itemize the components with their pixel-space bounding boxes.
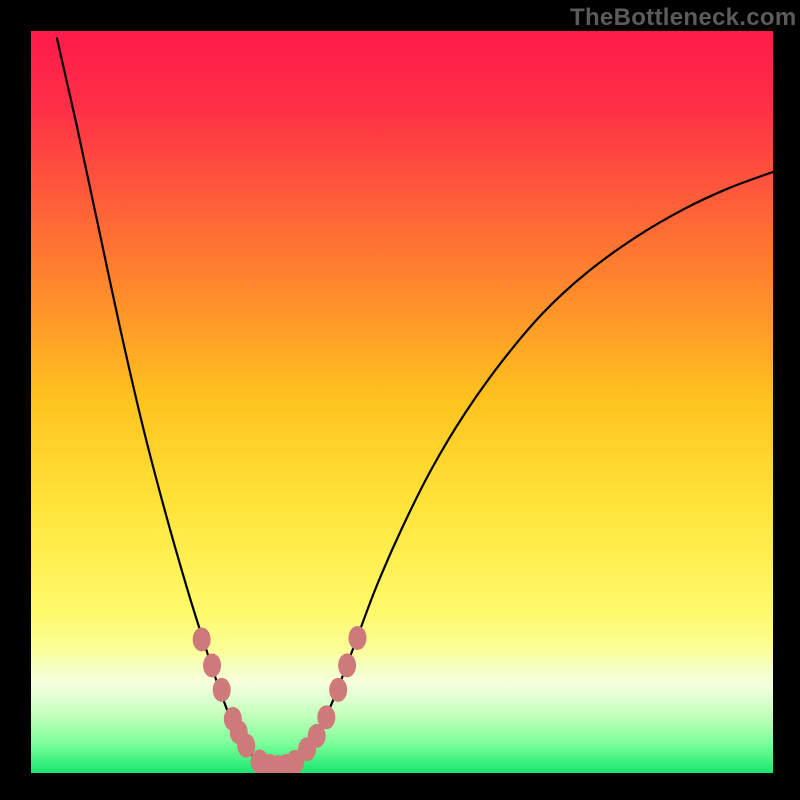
marker-dot [317,705,335,729]
marker-dot [286,750,304,773]
marker-dot [237,734,255,758]
chart-container: TheBottleneck.com [0,0,800,800]
marker-dot [348,626,366,650]
plot-area [31,31,773,773]
marker-dot [213,678,231,702]
plot-svg [31,31,773,773]
marker-dot [203,653,221,677]
gradient-background [31,31,773,773]
marker-dot [193,627,211,651]
watermark-text: TheBottleneck.com [570,4,796,32]
marker-dot [329,678,347,702]
marker-dot [338,653,356,677]
